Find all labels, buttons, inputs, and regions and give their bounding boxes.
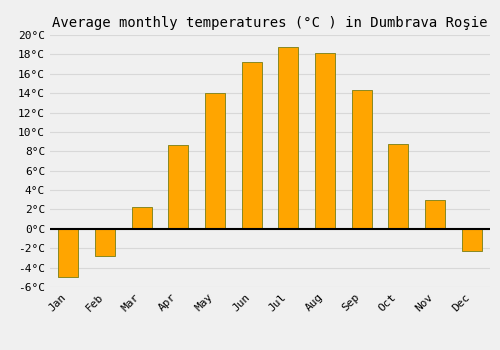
- Bar: [462, 229, 481, 251]
- Bar: [425, 200, 445, 229]
- Bar: [205, 93, 225, 229]
- Bar: [278, 47, 298, 229]
- Bar: [168, 145, 188, 229]
- Title: Average monthly temperatures (°C ) in Dumbrava Roşie: Average monthly temperatures (°C ) in Du…: [52, 16, 488, 30]
- Bar: [352, 90, 372, 229]
- Bar: [95, 229, 115, 256]
- Bar: [132, 206, 152, 229]
- Bar: [242, 62, 262, 229]
- Bar: [388, 144, 408, 229]
- Bar: [315, 54, 335, 229]
- Bar: [58, 229, 78, 277]
